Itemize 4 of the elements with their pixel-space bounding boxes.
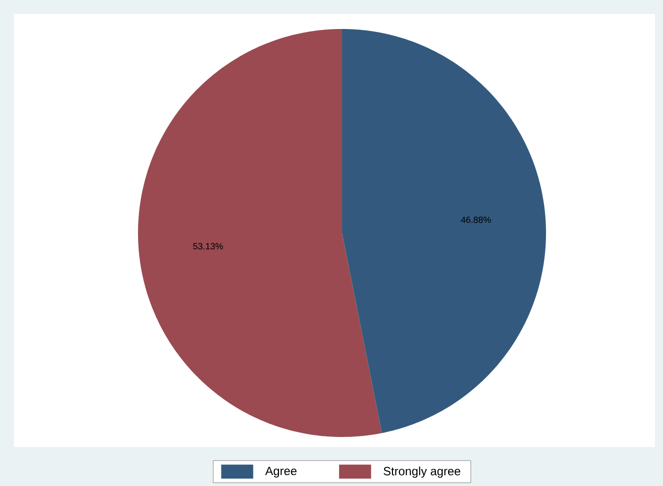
legend-label: Agree bbox=[265, 466, 297, 478]
data-label: 53.13% bbox=[193, 243, 223, 250]
legend-label: Strongly agree bbox=[384, 466, 460, 478]
data-label: 46.88% bbox=[460, 216, 491, 223]
